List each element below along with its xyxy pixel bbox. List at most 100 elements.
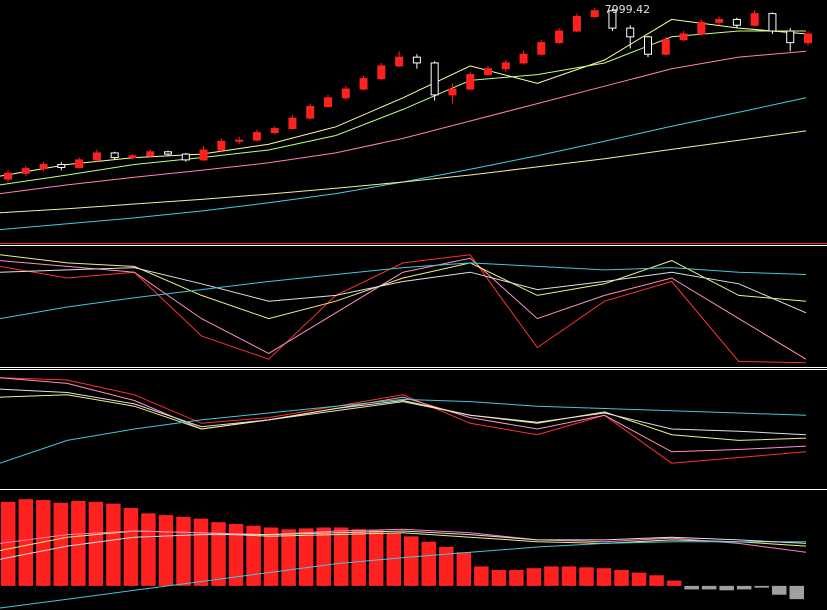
- indicator-line: [0, 50, 807, 195]
- histogram-bar: [439, 546, 454, 586]
- candle-body: [39, 164, 48, 170]
- candle-body: [395, 56, 404, 67]
- indicator-line: [0, 377, 807, 464]
- histogram-bar: [684, 585, 699, 590]
- candle-body: [128, 155, 137, 159]
- candle-body: [57, 164, 66, 168]
- indicator-line: [0, 394, 807, 441]
- candle-body: [572, 16, 581, 32]
- candle-body: [75, 159, 84, 168]
- histogram-bar: [386, 532, 401, 586]
- histogram-bar: [421, 541, 437, 586]
- indicator-line: [0, 528, 807, 553]
- histogram-bar: [701, 585, 717, 590]
- indicator-line: [0, 541, 806, 609]
- indicator-line: [0, 388, 807, 436]
- histogram-bar: [281, 529, 296, 586]
- histogram-bar: [123, 508, 139, 586]
- indicator-line: [0, 267, 807, 314]
- candle-body: [786, 30, 795, 44]
- histogram-bar: [491, 569, 507, 586]
- candle-body: [377, 65, 386, 80]
- candle-body: [430, 62, 439, 96]
- candle-body: [661, 39, 670, 55]
- histogram-bar: [53, 502, 69, 586]
- histogram-bar: [351, 529, 366, 586]
- histogram-bar: [544, 566, 559, 586]
- candle-body: [484, 68, 492, 76]
- candle-body: [164, 151, 172, 155]
- candle-body: [110, 152, 119, 159]
- histogram-bar: [579, 567, 594, 586]
- indicator-line: [0, 377, 807, 453]
- candle-body: [412, 56, 421, 64]
- histogram-bar: [649, 575, 664, 586]
- candle-body: [448, 88, 457, 96]
- candle-body: [4, 172, 12, 180]
- candle-body: [519, 53, 528, 64]
- histogram-bar: [526, 568, 542, 586]
- candle-body: [217, 140, 226, 151]
- histogram-bar: [333, 527, 349, 586]
- histogram-bar: [176, 516, 191, 586]
- candle-body: [644, 36, 652, 55]
- indicator-line: [0, 262, 807, 320]
- histogram-bar: [158, 515, 174, 586]
- candle-body: [235, 139, 244, 142]
- indicator-line: [0, 30, 806, 186]
- histogram-bar: [456, 552, 472, 586]
- candle-body: [537, 42, 546, 55]
- indicator-line: [0, 398, 807, 464]
- histogram-bar: [474, 566, 489, 586]
- histogram-bar: [316, 527, 331, 586]
- histogram-bar: [719, 585, 734, 591]
- histogram-bar: [666, 580, 682, 586]
- candle-body: [501, 62, 510, 70]
- candle-body: [555, 30, 564, 44]
- histogram-bar: [771, 585, 787, 595]
- histogram-bar: [368, 530, 384, 586]
- histogram-bar: [404, 536, 419, 586]
- histogram-bar: [736, 585, 752, 590]
- histogram-bar: [88, 501, 104, 586]
- candle-body: [306, 105, 315, 119]
- histogram-bar: [298, 528, 314, 586]
- histogram-bar: [36, 500, 51, 586]
- histogram-bar: [71, 500, 86, 586]
- histogram-bar: [263, 527, 279, 586]
- histogram-bar: [228, 523, 244, 586]
- candle-body: [92, 152, 101, 161]
- candle-body: [697, 21, 706, 35]
- histogram-bar: [754, 585, 769, 588]
- histogram-bar: [509, 569, 524, 586]
- candle-body: [359, 78, 368, 90]
- candle-body: [199, 149, 208, 161]
- candle-body: [146, 151, 155, 157]
- histogram-bar: [246, 525, 261, 586]
- candle-body: [288, 117, 297, 130]
- candle-body: [679, 33, 688, 41]
- histogram-bar: [141, 513, 156, 586]
- histogram-bar: [106, 503, 121, 586]
- candle-body: [252, 132, 261, 141]
- indicator-line: [0, 254, 807, 320]
- histogram-bar: [631, 572, 647, 586]
- candle-body: [341, 88, 350, 99]
- histogram-bar: [561, 566, 577, 586]
- histogram-bar: [1, 501, 16, 586]
- candle-body: [715, 18, 724, 23]
- histogram-bar: [193, 518, 209, 586]
- candle-body: [750, 13, 759, 26]
- candle-body: [626, 27, 635, 38]
- histogram-bar: [789, 585, 804, 600]
- candle-body: [590, 10, 599, 18]
- indicator-line: [0, 257, 807, 360]
- candle-body: [21, 168, 30, 174]
- histogram-bar: [596, 568, 612, 586]
- indicator-line: [0, 130, 807, 214]
- high-label: 7999.42: [605, 3, 651, 16]
- candle-body: [768, 13, 777, 32]
- candle-body: [608, 10, 617, 29]
